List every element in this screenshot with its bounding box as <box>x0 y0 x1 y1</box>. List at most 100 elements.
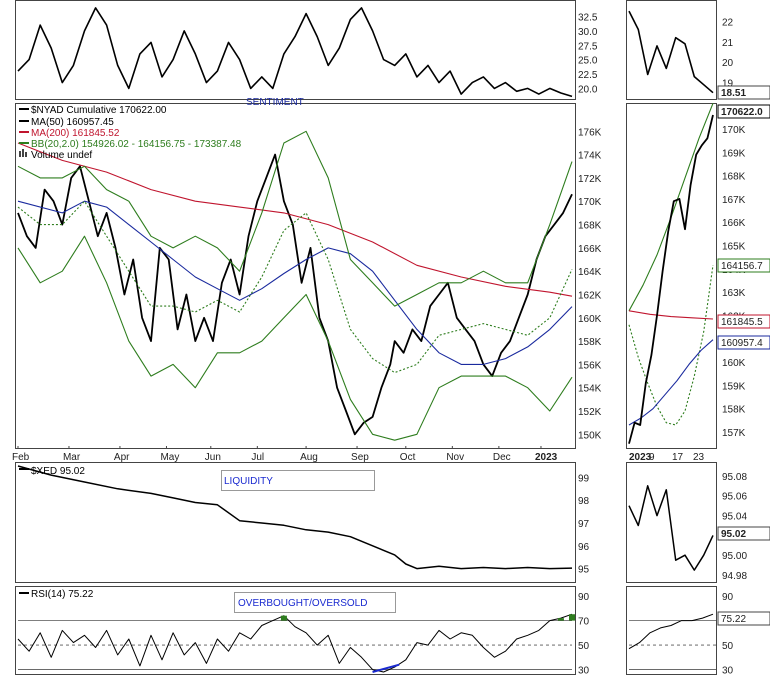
right-main-xtick-3: 23 <box>693 452 705 463</box>
sentiment-tick-1: 30.0 <box>578 27 598 38</box>
main-xtick-0: Feb <box>12 452 30 463</box>
right-main-ma200 <box>628 310 714 320</box>
rsi-legend: RSI(14) 75.22 OVERBOUGHT/OVERSOLD <box>19 589 396 613</box>
right-main-tick-2: 168K <box>722 172 746 183</box>
rsi-overbought-fill-24 <box>280 615 287 621</box>
right-rsi-tick-2: 50 <box>722 641 734 652</box>
rsi-line <box>17 613 573 673</box>
right-main-bb-upper <box>628 103 714 312</box>
main-tick-8: 160K <box>578 314 602 325</box>
sentiment-tick-4: 22.5 <box>578 70 598 81</box>
right-liquidity-last: 95.02 <box>721 529 746 540</box>
right-liquidity-tick-2: 95.04 <box>722 512 747 523</box>
legend-ma50: MA(50) 160957.45 <box>31 117 114 128</box>
sentiment-tick-0: 32.5 <box>578 13 598 24</box>
right-rsi-line <box>628 613 714 650</box>
sentiment-annotation: SENTIMENT <box>246 97 304 108</box>
right-main-last-1: 164156.7 <box>721 261 763 272</box>
right-main-xtick-2: 17 <box>672 452 684 463</box>
right-sentiment-tick-1: 21 <box>722 38 734 49</box>
main-tick-2: 172K <box>578 174 602 185</box>
main-tick-9: 158K <box>578 337 602 348</box>
main-tick-7: 162K <box>578 290 602 301</box>
sentiment-tick-5: 20.0 <box>578 84 598 95</box>
main-tick-0: 176K <box>578 127 602 138</box>
liquidity-tick-1: 98 <box>578 496 590 507</box>
reference-lines <box>17 446 716 670</box>
right-main-tick-0: 170K <box>722 125 746 136</box>
right-sentiment-last-box <box>717 85 770 100</box>
rsi-tick-3: 30 <box>578 666 590 675</box>
main-tick-3: 170K <box>578 197 602 208</box>
right-main-xtick-0: 2023 <box>629 452 652 463</box>
main-xtick-3: May <box>160 452 179 463</box>
right-main-xtick-1: 9 <box>649 452 655 463</box>
main-xtick-1: Mar <box>63 452 81 463</box>
rsi-overbought-fill-50 <box>569 614 575 621</box>
liquidity-line <box>17 465 573 570</box>
right-liquidity-tick-1: 95.06 <box>722 492 747 503</box>
right-main-tick-12: 158K <box>722 405 746 416</box>
right-rsi-tick-0: 90 <box>722 592 734 603</box>
panel-frames <box>15 0 717 675</box>
legend-rsi: RSI(14) 75.22 <box>31 589 94 600</box>
main-xtick-2: Apr <box>114 452 130 463</box>
rsi-overbought-fill-49 <box>557 618 564 621</box>
main-xtick-8: Oct <box>400 452 416 463</box>
series-layer <box>17 7 714 673</box>
main-series-ma-50- <box>17 200 573 365</box>
legend-xed: $XED 95.02 <box>31 466 85 477</box>
right-main-last-1-box <box>717 258 770 273</box>
right-main-tick-5: 165K <box>722 242 746 253</box>
liquidity-tick-4: 95 <box>578 565 590 576</box>
main-tick-6: 164K <box>578 267 602 278</box>
sentiment-tick-3: 25.0 <box>578 56 598 67</box>
right-sentiment-tick-0: 22 <box>722 17 734 28</box>
right-main-last-3: 160957.4 <box>721 338 763 349</box>
right-main-last-3-box <box>717 335 770 350</box>
main-series--nyad-cumulative <box>17 153 573 436</box>
main-tick-5: 166K <box>578 244 602 255</box>
right-main-tick-4: 166K <box>722 218 746 229</box>
main-xtick-10: Dec <box>493 452 511 463</box>
main-xtick-4: Jun <box>205 452 221 463</box>
main-xtick-9: Nov <box>446 452 464 463</box>
main-xtick-6: Aug <box>300 452 318 463</box>
rsi-tick-1: 70 <box>578 617 590 628</box>
right-main-last-0: 170622.0 <box>721 107 763 118</box>
main-tick-12: 152K <box>578 407 602 418</box>
legend-volume: Volume undef <box>31 150 92 161</box>
liquidity-legend: $XED 95.02 LIQUIDITY <box>19 466 375 491</box>
right-main-ma50 <box>628 339 714 426</box>
main-series-bb-lower <box>17 235 573 441</box>
right-liquidity-tick-4: 95.00 <box>722 551 747 562</box>
sentiment-line <box>17 7 573 98</box>
rsi-tick-0: 90 <box>578 592 590 603</box>
right-sentiment-last: 18.51 <box>721 88 746 99</box>
right-main-tick-13: 157K <box>722 428 746 439</box>
liquidity-tick-0: 99 <box>578 473 590 484</box>
right-rsi-last: 75.22 <box>721 614 746 625</box>
legend-bb: BB(20,2.0) 154926.02 - 164156.75 - 17338… <box>31 139 242 150</box>
right-main-last-2-box <box>717 314 770 329</box>
right-sentiment-line <box>628 10 714 94</box>
main-xtick-5: Jul <box>251 452 264 463</box>
right-main-tick-7: 163K <box>722 288 746 299</box>
main-series-bb-middle <box>17 200 573 374</box>
rsi-tick-2: 50 <box>578 641 590 652</box>
right-liquidity-last-box <box>717 526 770 541</box>
right-main-bb-lower <box>628 265 714 426</box>
right-main-last-0-box <box>717 104 770 119</box>
main-xtick-11: 2023 <box>535 452 558 463</box>
volume-icon <box>19 151 21 157</box>
main-tick-13: 150K <box>578 430 602 441</box>
liquidity-tick-2: 97 <box>578 519 590 530</box>
right-rsi-tick-3: 30 <box>722 666 734 675</box>
tick-labels: 32.5 30.0 27.5 25.0 22.5 20.0 176K 174K 172K 170K… <box>12 13 770 675</box>
right-main-tick-10: 160K <box>722 358 746 369</box>
legend-ma200: MA(200) 161845.52 <box>31 128 120 139</box>
main-legend: $NYAD Cumulative 170622.00 MA(50) 160957… <box>19 105 242 161</box>
right-sentiment-tick-3: 19 <box>722 79 734 90</box>
legend-nyad: $NYAD Cumulative 170622.00 <box>31 105 167 116</box>
